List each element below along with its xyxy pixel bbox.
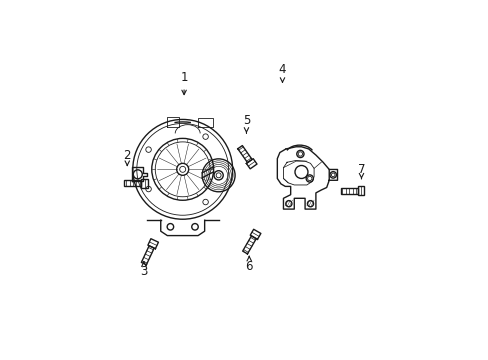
Text: 5: 5 — [242, 114, 250, 133]
Bar — [340, 188, 357, 194]
Text: 2: 2 — [123, 149, 131, 165]
Text: 6: 6 — [245, 256, 252, 273]
Bar — [141, 179, 148, 188]
Bar — [357, 186, 364, 195]
Text: 1: 1 — [180, 71, 187, 95]
Text: 3: 3 — [140, 262, 147, 278]
Text: 4: 4 — [278, 63, 285, 82]
Bar — [124, 180, 141, 186]
Text: 7: 7 — [357, 163, 365, 179]
